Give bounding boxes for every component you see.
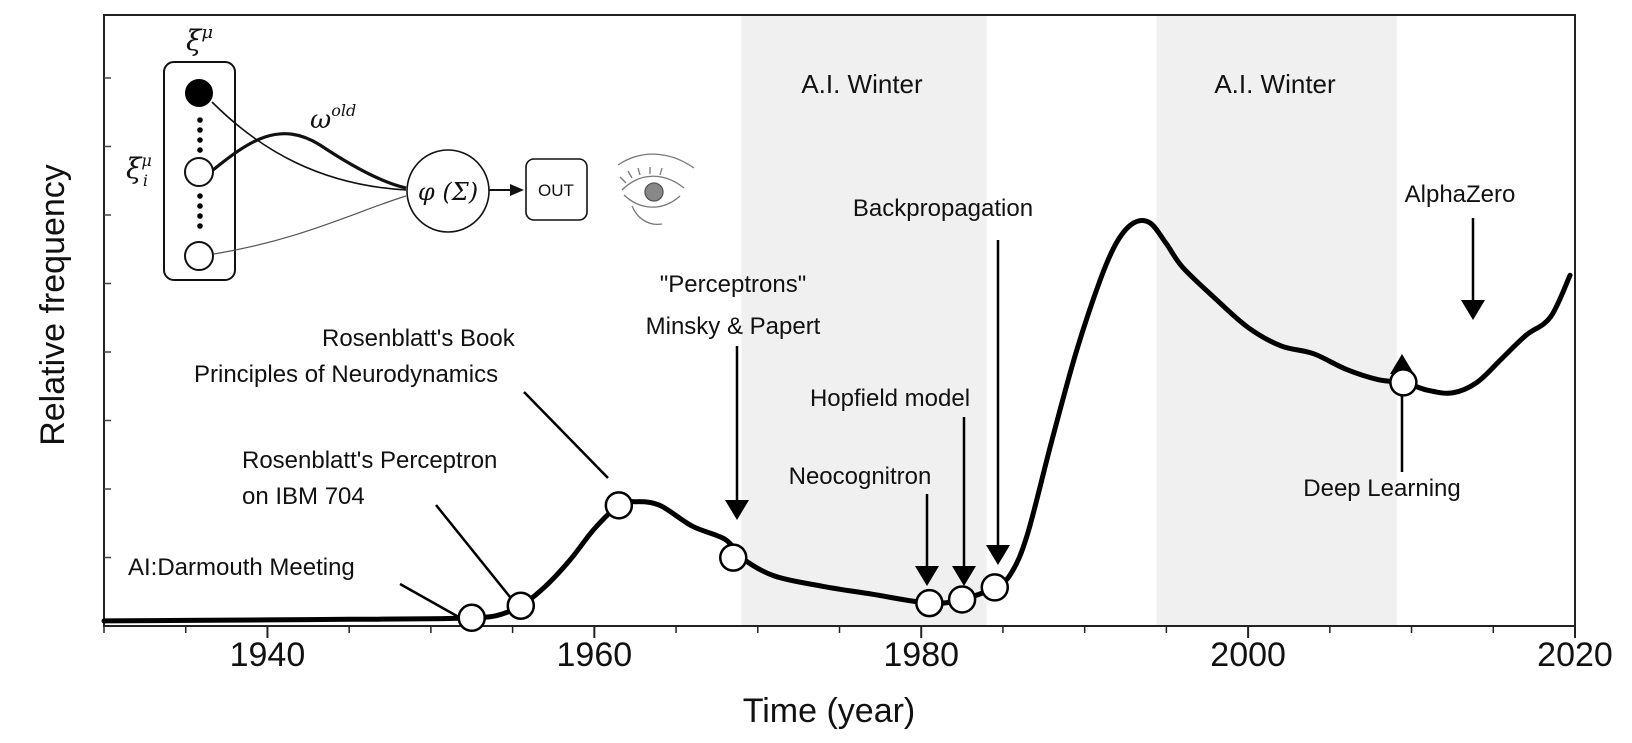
milestone-marker [980,573,1010,602]
minsky-arrowhead [725,500,749,520]
input-neuron [184,241,214,271]
book-label-line1: Rosenblatt's Book [322,325,516,352]
x-tick-label: 2020 [1537,636,1613,674]
activation-function-label: φ (Σ) [418,178,478,206]
neocognitron-label: Neocognitron [789,463,932,490]
book-label-line2: Principles of Neurodynamics [194,361,498,388]
dot [197,193,203,199]
output-label: OUT [538,181,574,200]
input-vector-symbol: ξμ [186,22,213,57]
annotation-lines [399,218,1475,622]
axis-ticks: 1940 1960 1980 2000 2020 [103,77,1613,674]
darmouth-label: AI:Darmouth Meeting [128,554,355,581]
x-tick-label: 1980 [883,636,959,674]
dot [197,127,203,133]
ibm704-label-line2: on IBM 704 [242,483,365,510]
hopfield-arrowhead [952,566,976,586]
dot [197,223,203,229]
hopfield-label: Hopfield model [810,385,970,412]
annotation-labels: AI:Darmouth Meeting Rosenblatt's Percept… [128,181,1515,581]
input-neuron [184,157,214,187]
dot [197,137,203,143]
weight-connection-bottom [213,195,407,255]
alphazero-label: AlphaZero [1405,181,1516,208]
x-tick-label: 2000 [1210,636,1286,674]
y-axis-label: Relative frequency [34,164,72,446]
milestone-marker [947,585,977,614]
milestone-marker [1389,368,1418,397]
milestone-marker [506,591,536,620]
dot [197,147,203,153]
weight-symbol: ωold [310,101,356,135]
winter-label-2: A.I. Winter [1214,69,1336,99]
weight-connection-top [211,101,407,191]
backprop-arrowhead [986,545,1010,565]
milestone-markers [457,368,1418,633]
input-component-symbol: ξμ i [126,151,152,190]
minsky-label-line1: "Perceptrons" [660,271,806,298]
milestone-marker [457,603,486,633]
book-pointer [523,391,609,479]
winter-region-2 [1156,16,1397,625]
eye-lid-upper [621,175,685,191]
eye-iris [644,182,664,202]
winter-label-1: A.I. Winter [801,69,923,99]
milestone-marker [915,588,944,618]
dot [197,213,203,219]
perceptron-diagram: ξμ ξμ i ωold φ (Σ) OUT [126,22,695,281]
x-tick-label: 1960 [557,636,633,674]
winter-region-1 [741,16,987,625]
alphazero-arrowhead [1461,300,1485,320]
darmouth-pointer [399,582,465,622]
eye-lashes [619,167,663,184]
backprop-label: Backpropagation [853,195,1033,222]
output-arrowhead [510,184,524,196]
input-layer-box [163,61,236,281]
ibm704-pointer [435,504,511,598]
eye-cheek [631,205,663,226]
input-neuron-active [185,79,213,107]
winter-shaded-regions [741,16,1397,625]
x-axis-label: Time (year) [743,692,916,730]
neocognitron-arrowhead [915,566,939,586]
milestone-marker [604,491,634,520]
x-tick-label: 1940 [230,636,306,674]
output-box [525,158,588,221]
milestone-marker [719,543,748,572]
minsky-label-line2: Minsky & Papert [646,313,821,340]
input-dots [197,117,203,229]
weight-connection-middle [211,132,407,190]
ibm704-label-line1: Rosenblatt's Perceptron [242,447,497,474]
eye-brow [617,153,695,169]
dot [197,117,203,123]
eye-icon [617,153,695,226]
dot [197,203,203,209]
deep-learning-label: Deep Learning [1303,475,1460,502]
eye-lid-lower [623,194,681,208]
